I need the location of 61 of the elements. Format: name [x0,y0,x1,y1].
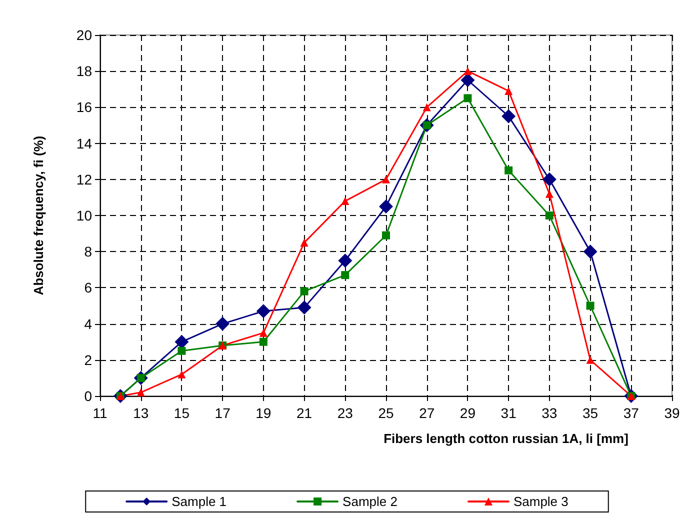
y-tick-label: 12 [76,171,92,188]
point [300,238,308,247]
point [338,254,352,268]
y-tick-label: 6 [84,280,92,296]
x-tick-label: 39 [664,405,680,421]
point [542,172,556,186]
point [178,346,186,355]
point [464,94,472,102]
point [216,316,230,331]
point [464,67,472,76]
point [545,212,554,220]
y-tick-label: 8 [84,244,92,260]
x-tick-label: 35 [582,405,598,421]
x-tick-label: 23 [337,405,354,421]
x-tick-label: 15 [174,405,190,421]
legend-label: Sample 3 [513,494,568,509]
point [382,231,390,240]
y-tick-label: 2 [84,352,92,368]
x-tick-label: 13 [133,405,149,421]
point [586,356,594,364]
point [341,197,350,206]
x-tick-label: 25 [378,405,394,421]
x-tick-label: 21 [296,405,312,421]
point [256,304,270,318]
x-tick-label: 31 [500,405,517,421]
point [502,109,516,124]
x-tick-label: 17 [214,405,231,421]
point [178,370,186,378]
point [545,190,554,198]
x-tick-label: 19 [256,405,272,421]
point [259,328,268,337]
legend-label: Sample 1 [172,494,227,509]
y-tick-label: 16 [76,99,92,116]
point [382,175,390,184]
point [341,271,350,280]
point [586,302,594,310]
x-axis-title: Fibers length cotton russian 1A, li [mm] [384,431,628,446]
y-tick-label: 10 [76,208,92,224]
x-tick-label: 27 [419,405,435,421]
point [300,287,308,296]
y-tick-label: 14 [76,135,92,152]
x-tick-label: 29 [460,405,476,421]
x-tick-label: 37 [623,405,640,421]
y-axis-title: Absolute frequency, fi (%) [31,136,46,296]
legend-label: Sample 2 [342,494,398,509]
point [174,334,189,349]
y-tick-label: 18 [76,63,92,80]
y-tick-label: 4 [84,316,92,332]
point [422,103,431,112]
x-tick-label: 11 [92,405,108,421]
point [460,73,475,88]
point [583,244,598,259]
point [259,338,268,346]
y-tick-label: 0 [84,388,92,404]
point [504,86,513,95]
y-tick-label: 20 [76,27,92,43]
point [297,300,312,315]
point [136,388,145,396]
x-tick-label: 33 [542,405,558,421]
point [504,166,513,174]
point [379,199,393,214]
